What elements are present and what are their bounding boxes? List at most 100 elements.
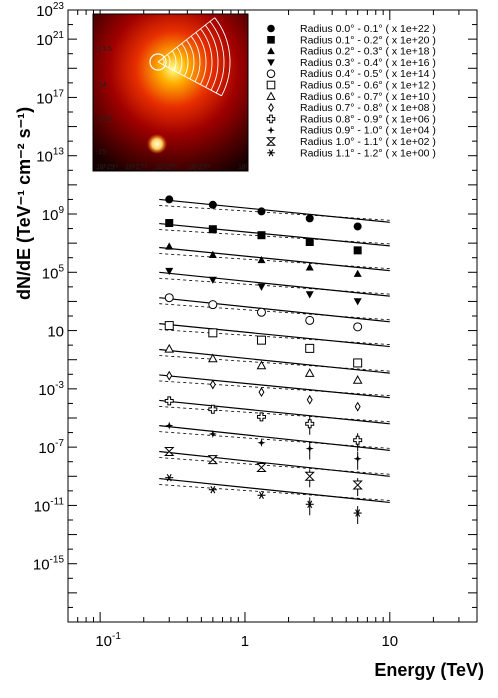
data-point [208, 225, 217, 234]
data-point [258, 387, 265, 398]
fit-line-dashed [159, 303, 390, 321]
data-point [305, 419, 315, 429]
inset-emission-map [93, 14, 248, 171]
inset-dec-label: -15 [96, 149, 106, 156]
inset-annulus-arc [186, 39, 195, 80]
series-9 [164, 396, 363, 452]
fit-line [159, 348, 390, 374]
tick-label: 10-7 [38, 438, 64, 457]
legend-entry: Radius 0.3° - 0.4° ( x 1e+16 ) [300, 57, 436, 69]
data-point [257, 491, 266, 499]
data-point [209, 379, 216, 390]
inset-annulus-arc [176, 46, 183, 74]
data-point [165, 242, 174, 250]
inset-sector-edge [157, 17, 216, 63]
legend-entry: Radius 1.0° - 1.1° ( x 1e+02 ) [300, 136, 436, 148]
fit-line [159, 450, 390, 477]
data-point [354, 401, 361, 412]
data-point [305, 343, 315, 353]
data-point [165, 195, 174, 204]
data-point [256, 412, 266, 422]
fit-line-dashed [159, 457, 390, 475]
data-point [265, 137, 277, 146]
data-point [208, 276, 217, 284]
series-12 [165, 473, 362, 525]
data-point [352, 375, 363, 384]
fit-line-dashed [159, 355, 390, 372]
data-point [266, 69, 276, 78]
fit-line [159, 297, 390, 323]
data-point [305, 237, 314, 246]
tick-label: 10-3 [38, 380, 64, 399]
data-point [257, 207, 266, 216]
data-point [208, 200, 217, 209]
data-point [305, 315, 315, 325]
legend-entry: Radius 0.7° - 0.8° ( x 1e+08 ) [300, 102, 436, 114]
inset-annulus-arc [171, 50, 177, 71]
data-point [208, 328, 218, 338]
legend-entry: Radius 0.5° - 0.6° ( x 1e+12 ) [300, 80, 436, 92]
inset-dec-label: -14 [96, 82, 106, 89]
legend-entry: Radius 0.9° - 1.0° ( x 1e+04 ) [300, 125, 436, 137]
tick-label: 109 [42, 205, 65, 224]
series-11 [164, 447, 363, 497]
inset-frame [92, 13, 249, 172]
legend-entry: Radius 0.0° - 0.1° ( x 1e+22 ) [300, 23, 436, 35]
fit-line-dashed [159, 253, 390, 270]
data-point [267, 47, 275, 55]
y-axis-title: dN/dE (TeV⁻¹ cm⁻² s⁻¹) [14, 106, 34, 300]
data-point [353, 298, 362, 306]
data-point [257, 231, 266, 240]
data-point [306, 394, 313, 405]
data-point [352, 480, 363, 490]
fit-line-dashed [159, 484, 390, 501]
series-8 [166, 370, 361, 412]
data-point [164, 447, 175, 457]
data-point [353, 246, 362, 255]
tick-label: 1013 [36, 147, 64, 166]
fit-line-dashed [159, 431, 390, 449]
inset-sector-edge [157, 61, 222, 97]
data-point [305, 444, 314, 453]
inset-annulus-arc [195, 32, 207, 85]
inset-bright-source [147, 134, 167, 154]
data-point [256, 307, 266, 317]
fit-line-dashed [159, 229, 390, 245]
data-point [208, 404, 218, 414]
fit-line [159, 477, 390, 504]
fit-line [159, 374, 390, 399]
data-point [164, 396, 174, 406]
legend: Radius 0.0° - 0.1° ( x 1e+22 )Radius 0.1… [265, 23, 436, 159]
data-point [257, 438, 266, 447]
tick-label: 105 [42, 263, 65, 282]
data-point [353, 435, 363, 445]
data-point [266, 91, 276, 100]
data-point [304, 471, 315, 481]
series-5 [164, 293, 363, 332]
series-6 [164, 321, 363, 368]
inset-ra-label: 18ʰ23ᵐ [188, 164, 210, 171]
fit-line [159, 323, 390, 348]
data-point [266, 114, 276, 124]
data-point [305, 291, 314, 299]
data-point [353, 269, 362, 277]
fit-line-dashed [159, 277, 390, 295]
fit-line-dashed [159, 329, 390, 345]
series-7 [164, 343, 363, 384]
legend-entry: Radius 0.1° - 0.2° ( x 1e+20 ) [300, 34, 436, 46]
tick-label: 10-15 [33, 555, 65, 574]
inset-source-circle [149, 53, 167, 71]
data-point [267, 59, 275, 67]
legend-entry: Radius 0.8° - 0.9° ( x 1e+06 ) [300, 113, 436, 125]
data-point [353, 322, 363, 332]
fit-line [159, 425, 390, 451]
fit-line-dashed [159, 205, 390, 221]
fit-line [159, 198, 390, 223]
data-point [257, 255, 266, 264]
data-point [165, 219, 174, 228]
tick-label: 1021 [36, 30, 64, 49]
data-point [165, 421, 174, 430]
series-3 [165, 242, 362, 277]
data-point [305, 214, 314, 223]
